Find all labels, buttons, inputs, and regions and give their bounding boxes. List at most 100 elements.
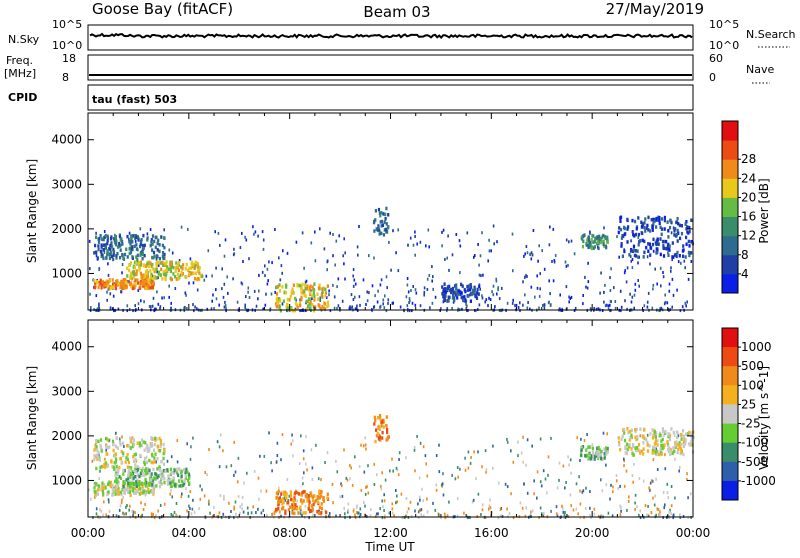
scatter-cell — [482, 273, 484, 277]
echo-cell — [101, 237, 104, 241]
x-tick-label: 00:00 — [676, 526, 711, 540]
colorbar-tick-label: 16 — [741, 210, 756, 224]
echo-cell — [105, 436, 108, 441]
scatter-cell — [522, 435, 524, 439]
echo-cell — [299, 492, 302, 497]
echo-cell — [285, 492, 288, 496]
echo-cell — [163, 477, 166, 481]
echo-cell — [671, 241, 674, 245]
scatter-cell — [141, 513, 143, 517]
echo-cell — [632, 232, 635, 237]
scatter-cell — [667, 251, 669, 255]
scatter-cell — [388, 511, 391, 515]
echo-cell — [635, 446, 639, 450]
echo-cell — [150, 272, 153, 277]
scatter-cell — [354, 516, 357, 520]
scatter-cell — [371, 309, 373, 313]
scatter-cell — [435, 483, 438, 487]
echo-cell — [111, 483, 114, 487]
echo-cell — [307, 497, 310, 501]
echo-cell — [635, 227, 638, 231]
scatter-cell — [524, 252, 526, 256]
scatter-cell — [491, 290, 493, 294]
scatter-cell — [121, 435, 123, 439]
scatter-cell — [605, 463, 607, 467]
scatter-cell — [335, 459, 337, 463]
scatter-cell — [119, 437, 121, 441]
scatter-cell — [579, 516, 582, 520]
echo-cell — [108, 480, 111, 484]
echo-cell — [172, 470, 175, 475]
scatter-cell — [89, 267, 91, 271]
scatter-cell — [632, 480, 634, 484]
echo-cell — [101, 481, 104, 485]
scatter-cell — [375, 512, 378, 516]
colorbar-swatch — [722, 328, 738, 348]
scatter-cell — [286, 478, 289, 481]
scatter-cell — [466, 304, 468, 308]
echo-cell — [145, 275, 148, 279]
scatter-cell — [273, 510, 276, 514]
scatter-cell — [586, 433, 588, 436]
echo-cell — [143, 462, 147, 466]
scatter-cell — [473, 255, 475, 259]
scatter-cell — [453, 296, 456, 300]
scatter-cell — [400, 492, 403, 496]
echo-cell — [606, 240, 609, 244]
scatter-cell — [326, 451, 329, 455]
echo-cell — [104, 485, 107, 489]
echo-cell — [112, 237, 115, 241]
echo-cell — [93, 453, 96, 458]
noise-left-label: N.Sky — [8, 33, 40, 46]
scatter-cell — [374, 294, 376, 298]
echo-cell — [386, 427, 389, 432]
echo-cell — [138, 466, 141, 471]
echo-cell — [196, 261, 199, 266]
scatter-cell — [420, 513, 422, 517]
echo-cell — [140, 273, 144, 278]
scatter-cell — [497, 516, 500, 520]
echo-cell — [690, 437, 693, 441]
beam-title: Beam 03 — [363, 3, 430, 21]
echo-cell — [661, 239, 665, 244]
echo-cell — [180, 469, 183, 474]
scatter-cell — [239, 505, 241, 509]
scatter-cell — [219, 433, 222, 437]
scatter-cell — [664, 293, 666, 297]
scatter-cell — [318, 509, 320, 513]
colorbar-swatch — [722, 385, 738, 405]
scatter-cell — [651, 306, 654, 310]
echo-cell — [302, 499, 305, 503]
scatter-cell — [391, 511, 394, 515]
scatter-cell — [444, 516, 447, 520]
scatter-cell — [367, 464, 369, 468]
scatter-cell — [96, 307, 99, 311]
scatter-cell — [163, 502, 166, 506]
echo-cell — [93, 278, 96, 283]
scatter-cell — [446, 307, 449, 311]
echo-cell — [643, 250, 646, 255]
scatter-cell — [654, 267, 656, 271]
scatter-cell — [383, 509, 385, 512]
echo-cell — [381, 430, 384, 435]
echo-cell — [132, 454, 135, 459]
echo-cell — [311, 294, 314, 298]
echo-cell — [126, 465, 129, 469]
echo-cell — [156, 444, 160, 449]
echo-cell — [188, 481, 191, 485]
echo-cell — [106, 238, 109, 243]
scatter-cell — [355, 307, 358, 311]
echo-cell — [101, 465, 104, 469]
scatter-cell — [319, 296, 321, 300]
scatter-cell — [346, 478, 349, 482]
echo-cell — [122, 285, 125, 289]
echo-cell — [281, 497, 284, 501]
echo-cell — [181, 272, 184, 276]
echo-cell — [133, 453, 136, 457]
echo-cell — [177, 277, 180, 281]
scatter-cell — [280, 514, 282, 518]
echo-cell — [590, 237, 593, 242]
echo-cell — [145, 279, 148, 283]
scatter-cell — [634, 493, 637, 497]
